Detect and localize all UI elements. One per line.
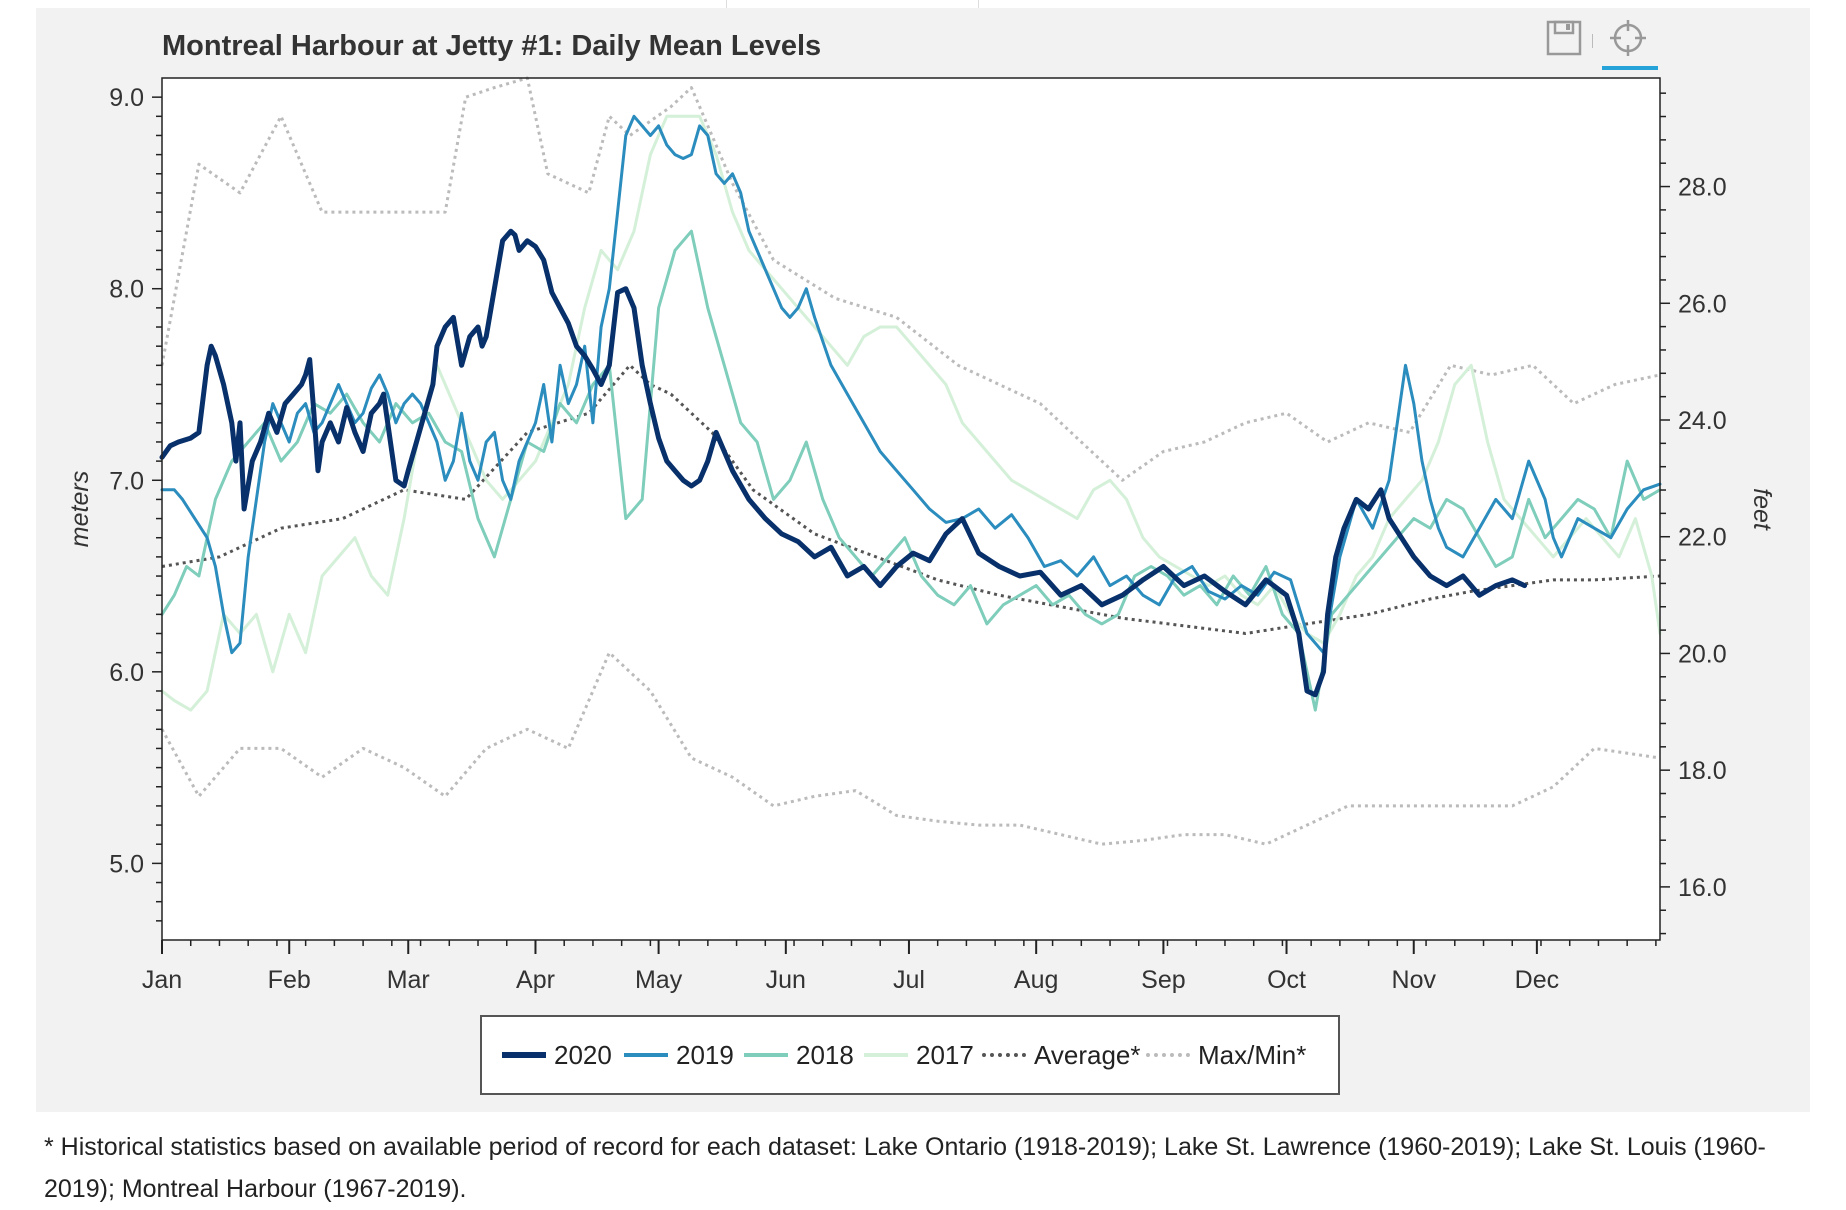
legend-label: 2020 [554,1039,612,1070]
left-axis-tick-label: 6.0 [109,659,144,687]
left-axis-tick-label: 8.0 [109,276,144,304]
legend-swatch [624,1053,668,1057]
legend-label: 2019 [676,1039,734,1070]
save-icon[interactable] [1540,16,1588,62]
right-axis-tick-label: 26.0 [1678,290,1727,318]
x-axis-tick-label: Jan [142,966,182,994]
legend-swatch [502,1052,546,1058]
series-line-max [160,76,1661,482]
x-axis-tick-label: Jul [893,966,925,994]
legend-swatch [744,1053,788,1057]
legend-item-2017[interactable]: 2017 [864,1017,974,1093]
active-tool-indicator [1602,66,1658,70]
left-axis-title: meters [66,471,94,547]
chart-toolbar [1540,16,1660,72]
left-axis-tick-label: 7.0 [109,467,144,495]
right-axis-tick-label: 18.0 [1678,757,1727,785]
x-axis-tick-label: Jun [766,966,806,994]
right-axis-tick-label: 20.0 [1678,640,1727,668]
x-axis-tick-label: Dec [1515,966,1559,994]
footnote: * Historical statistics based on availab… [44,1133,1766,1203]
legend-swatch [864,1053,908,1057]
left-axis-tick-label: 5.0 [109,850,144,878]
x-axis-tick-label: May [635,966,683,994]
x-axis-tick-label: Apr [516,966,555,994]
legend-label: 2017 [916,1039,974,1070]
x-axis-tick-label: Aug [1014,966,1058,994]
legend-swatch [982,1053,1026,1057]
x-axis-tick-label: Oct [1267,966,1306,994]
right-axis-tick-label: 28.0 [1678,174,1727,202]
right-axis-tick-label: 16.0 [1678,874,1727,902]
plot-frame [161,77,1661,941]
chart-title: Montreal Harbour at Jetty #1: Daily Mean… [162,30,822,62]
x-axis-tick-label: Sep [1141,966,1185,994]
series-line-2020 [159,228,1528,698]
top-divider [726,0,727,8]
right-axis-tick-label: 22.0 [1678,524,1727,552]
legend-label: Average* [1034,1039,1141,1070]
legend-item-2019[interactable]: 2019 [624,1017,734,1093]
x-axis-tick-label: Feb [268,966,311,994]
legend-label: Max/Min* [1198,1039,1307,1070]
plot-area [162,78,1660,940]
legend: 2020 2019 2018 2017 Average* Max/Min* [480,1015,1340,1095]
x-axis-tick-label: Mar [387,966,430,994]
series-line-average [161,363,1661,635]
legend-label: 2018 [796,1039,854,1070]
series-line-min [160,651,1661,846]
legend-swatch [1146,1053,1190,1057]
legend-item-average[interactable]: Average* [982,1017,1141,1093]
legend-item-2020[interactable]: 2020 [502,1017,612,1093]
right-axis-tick-label: 24.0 [1678,407,1727,435]
series-line-2019 [160,114,1662,655]
legend-item-maxmin[interactable]: Max/Min* [1146,1017,1306,1093]
toolbar-divider [1592,34,1593,48]
series-line-2017 [160,114,1662,712]
crosshair-icon[interactable] [1604,16,1652,62]
top-divider [978,0,979,8]
right-axis-title: feet [1748,488,1776,531]
x-axis-tick-label: Nov [1392,966,1437,994]
legend-item-2018[interactable]: 2018 [744,1017,854,1093]
left-axis-tick-label: 9.0 [109,84,144,112]
